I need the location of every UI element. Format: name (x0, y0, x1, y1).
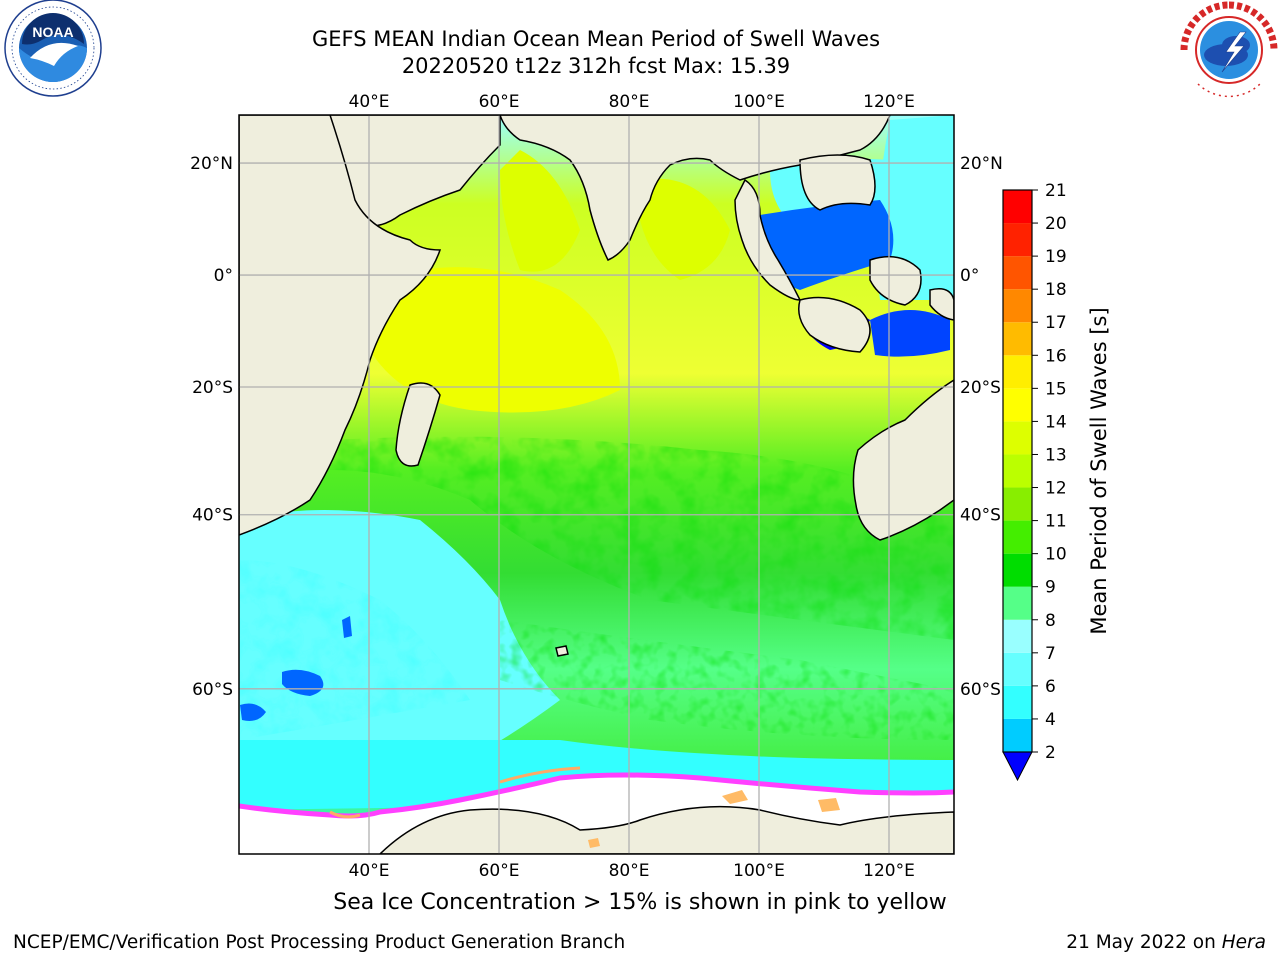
colorbar-segment (1003, 223, 1032, 257)
sumatra (798, 296, 871, 353)
colorbar-segment (1003, 520, 1032, 554)
plot-title: GEFS MEAN Indian Ocean Mean Period of Sw… (311, 27, 881, 51)
lon-tick-top: 100°E (733, 92, 785, 112)
swell-high-region (370, 267, 620, 413)
colorbar-tick-label: 10 (1045, 545, 1067, 565)
lon-tick-bottom: 100°E (733, 861, 785, 881)
colorbar-segment (1003, 718, 1032, 752)
colorbar-segment (1003, 652, 1032, 686)
colorbar-segment (1003, 553, 1032, 587)
nws-logo (1180, 1, 1278, 98)
madagascar (395, 382, 441, 467)
colorbar-tick-label: 19 (1045, 247, 1067, 267)
australia (852, 379, 954, 541)
colorbar-tick-label: 4 (1045, 710, 1056, 730)
africa (239, 115, 442, 536)
lat-tick-right: 20°S (960, 378, 1001, 398)
sulawesi (929, 288, 954, 321)
lat-tick-right: 0° (960, 266, 979, 286)
colorbar-tick-label: 7 (1045, 644, 1056, 664)
colorbar-segment (1003, 421, 1032, 455)
colorbar-tick-label: 14 (1045, 412, 1067, 432)
borneo (869, 255, 922, 306)
lon-tick-top: 60°E (479, 92, 520, 112)
colorbar-tick-label: 17 (1045, 313, 1067, 333)
lat-ticks-left: 20°N 0° 20°S 40°S 60°S (190, 154, 233, 700)
lon-tick-bottom: 40°E (349, 861, 390, 881)
lat-ticks-right: 20°N 0° 20°S 40°S 60°S (960, 154, 1003, 700)
map-frame (238, 114, 955, 855)
antarctica (378, 805, 954, 854)
date-text: 21 May 2022 on (1066, 932, 1216, 953)
colorbar-segment (1003, 388, 1032, 422)
colorbar-tick-label: 21 (1045, 181, 1067, 201)
colorbar-tick-label: 6 (1045, 677, 1056, 697)
colorbar-segment (1003, 619, 1032, 653)
colorbar-segment (1003, 190, 1032, 224)
lon-ticks-top: 40°E 60°E 80°E 100°E 120°E (349, 92, 915, 112)
colorbar-tick-label: 18 (1045, 280, 1067, 300)
colorbar-segment (1003, 487, 1032, 521)
colorbar-tick-label: 20 (1045, 214, 1067, 234)
colorbar-segment (1003, 355, 1032, 389)
colorbar-segment (1003, 256, 1032, 290)
graticule (239, 115, 954, 854)
colorbar-segment (1003, 322, 1032, 356)
lon-tick-bottom: 60°E (479, 861, 520, 881)
plot-subtitle: 20220520 t12z 312h fcst Max: 15.39 (401, 54, 791, 78)
indochina (799, 154, 876, 211)
colorbar-segment (1003, 289, 1032, 323)
lat-tick-left: 0° (214, 266, 233, 286)
colorbar-segment (1003, 685, 1032, 719)
lon-tick-bottom: 80°E (609, 861, 650, 881)
land (239, 115, 954, 657)
colorbar-frame (1002, 189, 1033, 753)
colorbar: 2 4 6 7 8 9 10 11 12 13 14 15 16 17 18 19 20 21 (1002, 181, 1067, 782)
noaa-logo: NOAA (4, 0, 102, 97)
lat-tick-right: 20°N (960, 154, 1003, 174)
host-name: Hera (1221, 932, 1266, 953)
colorbar-segment (1003, 586, 1032, 620)
lon-ticks-bottom: 40°E 60°E 80°E 100°E 120°E (349, 861, 915, 881)
colorbar-tick-label: 9 (1045, 578, 1056, 598)
lat-tick-right: 60°S (960, 680, 1001, 700)
colorbar-tick-label: 13 (1045, 445, 1067, 465)
lon-tick-bottom: 120°E (863, 861, 915, 881)
lat-tick-left: 60°S (192, 680, 233, 700)
map-area (239, 115, 954, 854)
date-line: 21 May 2022 on Hera (1066, 932, 1266, 953)
sea-ice-note: Sea Ice Concentration > 15% is shown in … (333, 890, 947, 915)
colorbar-label: Mean Period of Swell Waves [s] (1087, 307, 1111, 634)
lon-tick-top: 120°E (863, 92, 915, 112)
colorbar-tick-label: 11 (1045, 512, 1067, 532)
swell-very-low-region (760, 200, 894, 290)
kerguelen (555, 645, 569, 657)
lon-tick-top: 40°E (349, 92, 390, 112)
colorbar-tick-label: 15 (1045, 379, 1067, 399)
lat-tick-right: 40°S (960, 506, 1001, 526)
credit-line: NCEP/EMC/Verification Post Processing Pr… (13, 932, 626, 953)
lat-tick-left: 20°N (190, 154, 233, 174)
noaa-logo-text: NOAA (32, 24, 73, 40)
colorbar-tick-label: 2 (1045, 743, 1056, 763)
colorbar-tick-label: 12 (1045, 479, 1067, 499)
colorbar-tick-label: 16 (1045, 346, 1067, 366)
colorbar-segment (1003, 454, 1032, 488)
lat-tick-left: 40°S (192, 506, 233, 526)
colorbar-extend-min (1002, 751, 1033, 782)
lat-tick-left: 20°S (192, 378, 233, 398)
colorbar-tick-label: 8 (1045, 611, 1056, 631)
lon-tick-top: 80°E (609, 92, 650, 112)
